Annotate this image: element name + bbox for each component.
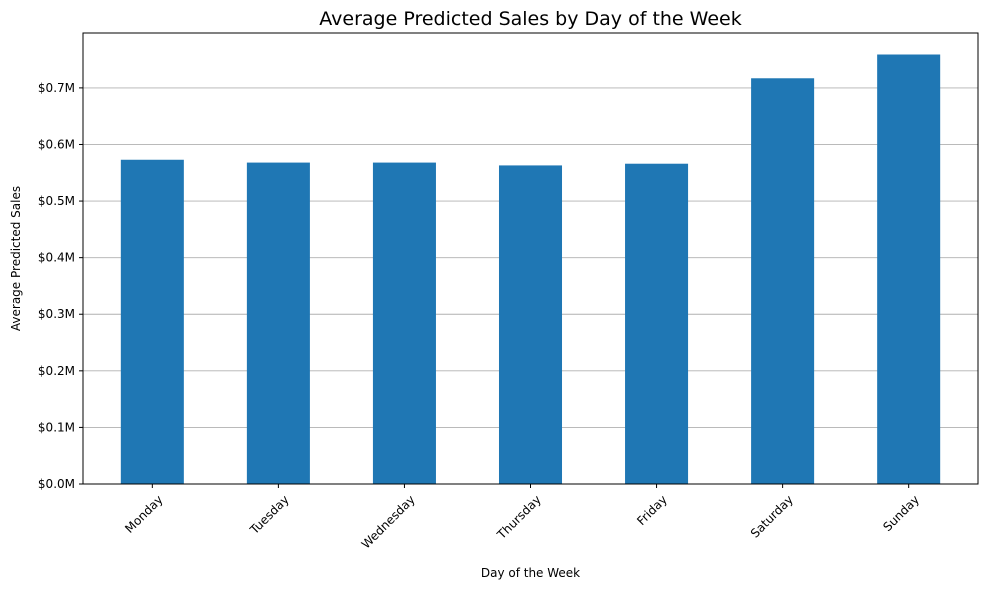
bar-wednesday	[372, 162, 436, 484]
y-tick-label: $0.3M	[38, 307, 75, 321]
x-tick-label: Wednesday	[359, 492, 418, 551]
x-tick-label: Monday	[122, 492, 165, 535]
bar-saturday	[751, 78, 815, 484]
y-tick-label: $0.4M	[38, 251, 75, 265]
x-tick-label: Sunday	[880, 492, 922, 534]
x-tick-label: Saturday	[748, 492, 796, 540]
bar-monday	[120, 159, 184, 485]
y-tick-label: $0.7M	[38, 81, 75, 95]
x-tick-label: Tuesday	[247, 492, 292, 537]
y-tick-label: $0.6M	[38, 137, 75, 151]
y-axis-ticks: $0.0M $0.1M $0.2M $0.3M $0.4M $0.5M $0.6M $0.7M	[38, 81, 83, 491]
x-tick-label: Friday	[634, 492, 670, 528]
bar-layer	[120, 54, 941, 485]
bar-friday	[625, 163, 689, 484]
chart-title: Average Predicted Sales by Day of the We…	[319, 8, 741, 30]
y-tick-label: $0.2M	[38, 364, 75, 378]
bar-thursday	[498, 165, 563, 484]
x-axis-title: Day of the Week	[481, 566, 580, 580]
y-tick-label: $0.5M	[38, 194, 75, 208]
x-axis-ticks: Monday Tuesday Wednesday Thursday Friday Satu…	[122, 484, 922, 551]
y-axis-title: Average Predicted Sales	[9, 186, 23, 331]
bar-sunday	[877, 54, 941, 484]
y-tick-label: $0.0M	[38, 477, 75, 491]
bar-tuesday	[246, 162, 310, 484]
x-tick-label: Thursday	[494, 492, 544, 542]
y-tick-label: $0.1M	[38, 420, 75, 434]
